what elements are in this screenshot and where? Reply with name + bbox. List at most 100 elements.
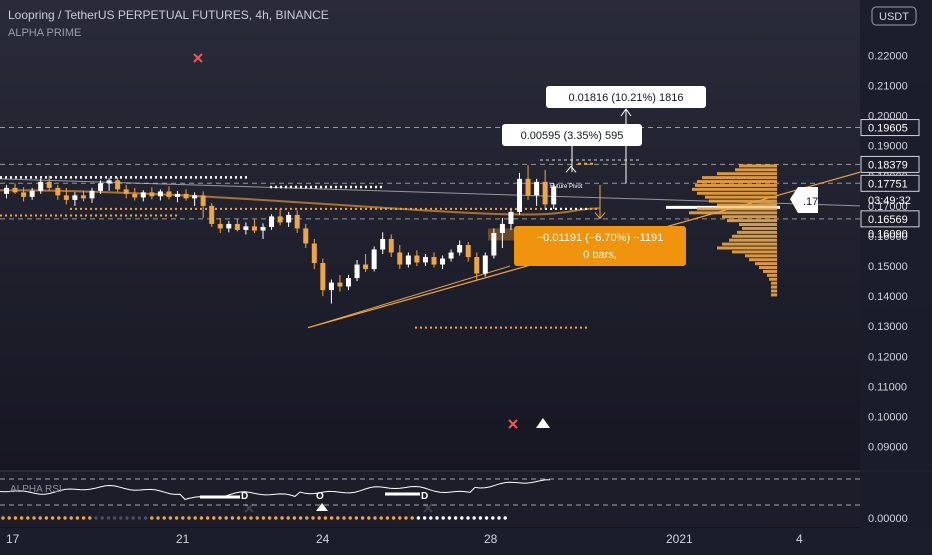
- candle-body: [192, 195, 198, 199]
- sell-signal-cross-stroke: [508, 419, 518, 429]
- time-axis-labels: 17 21 24 28 2021 4: [6, 532, 803, 546]
- rsi-signal-dot: [367, 516, 371, 520]
- candle-body: [294, 214, 300, 229]
- current-price-tag[interactable]: [790, 187, 818, 213]
- candle-body: [474, 257, 480, 274]
- rsi-signal-dot: [212, 516, 216, 520]
- candle: [183, 189, 189, 201]
- candle: [388, 234, 394, 258]
- candle-body: [166, 191, 172, 197]
- candle-body: [328, 282, 334, 291]
- candle: [354, 260, 360, 282]
- rsi-signal-dot: [88, 516, 92, 520]
- candle: [115, 177, 121, 193]
- rsi-signal-dot: [69, 516, 73, 520]
- candle: [371, 246, 377, 272]
- volume-profile-bar: [695, 183, 777, 187]
- measure-box-long[interactable]: [546, 86, 706, 108]
- candle: [397, 244, 403, 270]
- price-axis[interactable]: [860, 0, 932, 528]
- rsi-signal-dot: [119, 516, 123, 520]
- candle-body: [46, 181, 52, 188]
- candle: [260, 223, 266, 239]
- rsi-signal-dot: [280, 516, 284, 520]
- rsi-signal-dot: [478, 516, 483, 520]
- candle-body: [12, 187, 18, 193]
- rsi-signal-dot: [131, 516, 135, 520]
- candle: [286, 211, 292, 227]
- rsi-signal-dot: [360, 516, 365, 520]
- candle: [508, 208, 514, 230]
- measure-box-short[interactable]: [502, 124, 642, 146]
- volume-profile-bar: [705, 195, 777, 199]
- candle-body: [525, 178, 531, 196]
- volume-profile-bar: [709, 199, 777, 203]
- rsi-signal-dot: [63, 516, 67, 520]
- candle-body: [388, 238, 394, 253]
- volume-profile-bar: [697, 191, 777, 195]
- rsi-signal-dot: [416, 516, 421, 520]
- candle-body: [98, 183, 104, 191]
- volume-profile-bar: [769, 277, 777, 281]
- x-tick-label: 2021: [666, 532, 693, 546]
- measure-box-long-text: 0.01816 (10.21%) 1816: [569, 92, 684, 104]
- rsi-signal-dot: [1, 516, 5, 520]
- candle: [132, 187, 138, 201]
- candle-body: [465, 244, 471, 258]
- y-tick-label: 0.12000: [868, 351, 908, 363]
- candle: [431, 252, 437, 268]
- candle: [72, 192, 78, 206]
- price-label-box: [860, 119, 920, 137]
- candle-body: [551, 186, 557, 205]
- y-tick-label: 0.17000: [868, 201, 908, 213]
- rsi-signal-dot: [460, 516, 464, 520]
- y-tick-label: 0.14000: [868, 291, 908, 303]
- rsi-signal-dot: [323, 516, 328, 520]
- rsi-signal-dot: [199, 516, 204, 520]
- symbol-title: Loopring / TetherUS PERPETUAL FUTURES, 4…: [8, 8, 329, 22]
- candle-body: [534, 181, 540, 196]
- candle-body: [482, 255, 488, 274]
- time-axis[interactable]: [0, 528, 932, 550]
- rsi-signal-dot: [329, 516, 334, 520]
- rsi-marker-label: D: [421, 491, 428, 502]
- currency-button-label: USDT: [879, 11, 909, 23]
- y-tick-label: 0.21000: [868, 81, 908, 93]
- y-tick-label: 0.19000: [868, 141, 908, 153]
- candle-body: [63, 195, 69, 200]
- currency-button[interactable]: [871, 6, 917, 26]
- rsi-signal-dot: [298, 516, 303, 520]
- rsi-signal-dot: [243, 516, 247, 520]
- candle: [80, 190, 86, 202]
- candle: [55, 184, 61, 200]
- rsi-signal-dot: [38, 516, 42, 520]
- candle: [38, 178, 44, 194]
- volume-profile-bar: [735, 168, 777, 172]
- rsi-signal-dot: [162, 516, 166, 520]
- rsi-signal-dot: [174, 516, 179, 520]
- volume-profile-bar: [739, 223, 777, 227]
- y-tick-label: 0.22000: [868, 51, 908, 63]
- y-tick-label: 0.09000: [868, 441, 908, 453]
- candle-body: [380, 238, 386, 250]
- candle-body: [123, 189, 129, 194]
- rsi-signal-dot: [398, 516, 402, 520]
- candle-body: [80, 195, 86, 199]
- candle-body: [106, 180, 112, 184]
- candle: [98, 180, 104, 194]
- sell-signal-cross-stroke: [193, 53, 203, 63]
- rsi-signal-dot: [410, 516, 414, 520]
- candle-body: [157, 191, 163, 197]
- rsi-signal-dot: [224, 516, 228, 520]
- candle-body: [200, 195, 206, 206]
- candle-body: [286, 214, 292, 223]
- candle-body: [448, 252, 454, 259]
- rsi-signal-dot: [274, 516, 278, 520]
- rsi-signal-dot: [354, 516, 359, 520]
- volume-profile-bar: [717, 203, 777, 207]
- candle: [491, 228, 497, 259]
- rsi-signal-dot: [156, 516, 160, 520]
- measure-box-down[interactable]: [514, 226, 686, 266]
- price-label: 0.18379: [868, 159, 908, 171]
- candle-body: [440, 258, 446, 265]
